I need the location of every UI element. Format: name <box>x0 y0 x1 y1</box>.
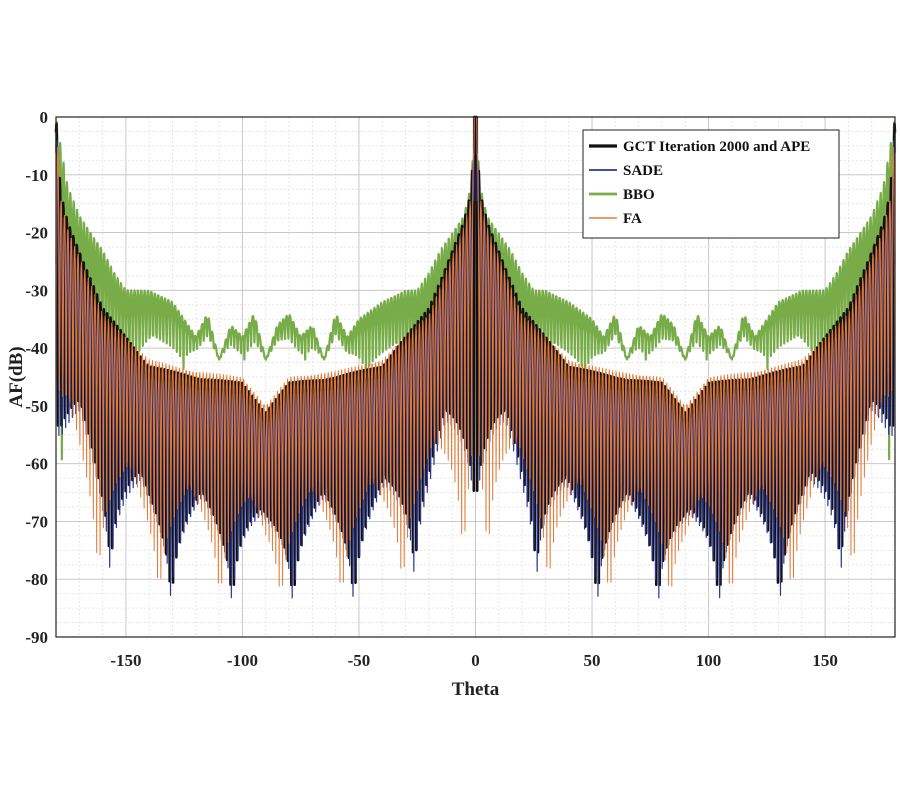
y-tick-label: -60 <box>25 455 48 474</box>
tick-labels: -150 -100 -50 0 50 100 150 0 -10 -20 -30 -40 -50 -60 -… <box>25 108 838 670</box>
x-tick-label: 150 <box>812 651 838 670</box>
y-tick-label: -40 <box>25 339 48 358</box>
y-tick-label: -80 <box>25 570 48 589</box>
legend-label: BBO <box>623 187 655 203</box>
x-axis-title: Theta <box>452 679 500 700</box>
y-tick-label: -20 <box>25 224 48 243</box>
y-tick-label: -90 <box>25 628 48 647</box>
x-tick-label: 0 <box>471 651 480 670</box>
plot-frame <box>55 116 896 638</box>
x-tick-label: -100 <box>227 651 258 670</box>
x-tick-label: -150 <box>110 651 141 670</box>
legend: GCT Iteration 2000 and APE SADE BBO FA <box>582 129 840 239</box>
legend-box <box>582 129 840 239</box>
legend-label: GCT Iteration 2000 and APE <box>623 139 810 155</box>
y-tick-label: -50 <box>25 397 48 416</box>
y-tick-label: -30 <box>25 281 48 300</box>
legend-label: SADE <box>623 163 663 179</box>
y-axis-title: AF(dB) <box>6 346 27 407</box>
x-tick-label: 50 <box>584 651 601 670</box>
x-tick-label: 100 <box>696 651 722 670</box>
y-tick-label: -10 <box>25 166 48 185</box>
legend-label: FA <box>623 211 642 227</box>
y-tick-label: -70 <box>25 512 48 531</box>
y-tick-label: 0 <box>40 108 49 127</box>
x-tick-label: -50 <box>348 651 371 670</box>
